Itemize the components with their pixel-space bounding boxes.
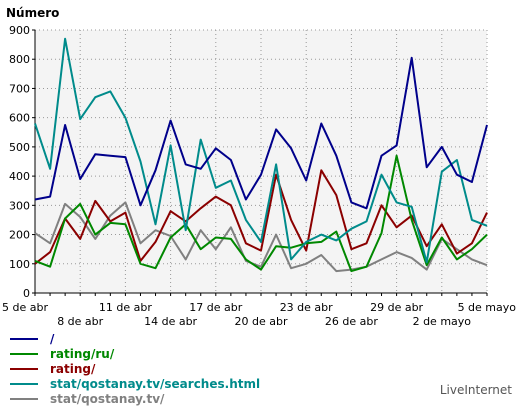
x-tick-label: 11 de abr: [99, 301, 152, 314]
legend-item: stat/qostanay.tv/: [10, 391, 260, 406]
y-tick-label: 500: [9, 141, 30, 154]
y-tick-label: 600: [9, 112, 30, 125]
series-line: [34, 56, 488, 210]
x-tick-label: 20 de abr: [235, 315, 288, 328]
y-tick-label: 800: [9, 53, 30, 66]
legend-swatch: [10, 352, 38, 355]
plot-area: [35, 30, 487, 293]
x-tick-label: 26 de abr: [325, 315, 378, 328]
line-chart: Número 0 100 200 300 400 500 600 700 800 900 5 de…: [2, 6, 517, 328]
legend-label: stat/qostanay.tv/: [50, 391, 165, 406]
y-tick-label: 400: [9, 170, 30, 183]
plot-background: [35, 30, 487, 293]
series-line: [34, 154, 488, 273]
y-tick-label: 700: [9, 82, 30, 95]
legend-label: rating/ru/: [50, 346, 115, 361]
x-tick-label: 29 de abr: [370, 301, 423, 314]
legend-swatch: [10, 337, 38, 340]
x-tick-label: 17 de abr: [189, 301, 242, 314]
legend-swatch: [10, 367, 38, 370]
legend-item: rating/: [10, 361, 260, 376]
y-tick-label: 300: [9, 199, 30, 212]
x-tick-label: 23 de abr: [280, 301, 333, 314]
x-tick-label: 2 de mayo: [413, 315, 472, 328]
y-axis: 0 100 200 300 400 500 600 700 800 900: [9, 24, 36, 300]
legend-label: /: [50, 331, 55, 346]
x-tick-label: 14 de abr: [144, 315, 197, 328]
x-tick-label: 5 de mayo: [458, 301, 517, 314]
legend-label: stat/qostanay.tv/searches.html: [50, 376, 261, 391]
legend-swatch: [10, 382, 38, 385]
legend-item: stat/qostanay.tv/searches.html: [10, 376, 260, 391]
series-line: [34, 37, 488, 264]
x-tick-label: 8 de abr: [57, 315, 103, 328]
legend-item: rating/ru/: [10, 346, 260, 361]
x-tick-label: 5 de abr: [2, 301, 48, 314]
legend-label: rating/: [50, 361, 96, 376]
legend-swatch: [10, 397, 38, 400]
chart-title: Número: [6, 6, 59, 20]
x-axis: 5 de abr 11 de abr 17 de abr 23 de abr 29 de…: [2, 292, 517, 328]
brand-label: LiveInternet: [439, 383, 512, 397]
y-tick-label: 900: [9, 24, 30, 37]
legend-item: /: [10, 331, 260, 346]
y-tick-label: 0: [23, 287, 30, 300]
series-lines: [34, 37, 488, 273]
legend: / rating/ru/rating/stat/qostanay.tv/searc…: [10, 331, 260, 406]
y-tick-label: 100: [9, 258, 30, 271]
series-line: [34, 201, 488, 273]
y-tick-label: 200: [9, 229, 30, 242]
